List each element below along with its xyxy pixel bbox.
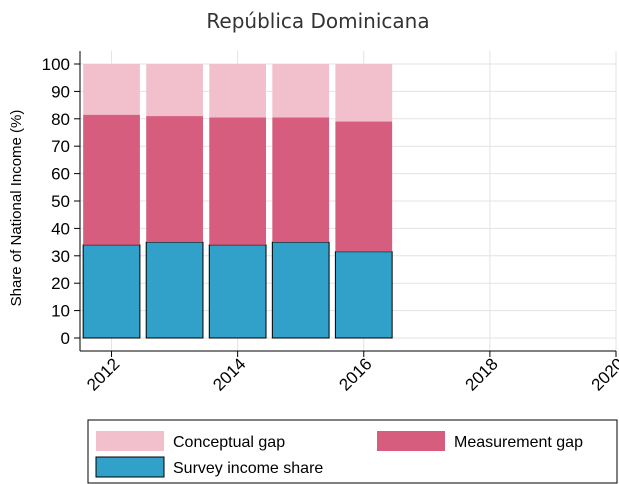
bar-segment-conceptual-gap-2014 [209,64,267,118]
bar-segment-measurement-gap-2015 [272,117,330,243]
bar-segment-conceptual-gap-2013 [146,64,203,117]
y-tick-label: 0 [61,329,70,348]
bar-segment-measurement-gap-2012 [83,114,140,245]
x-tick-label: 2014 [209,354,249,394]
legend-swatch-measurement-gap [377,431,445,451]
y-tick-label: 10 [51,302,70,321]
y-tick-label: 40 [51,219,70,238]
y-tick-label: 60 [51,165,70,184]
x-axis: 2012 2014 2016 2018 2020 [80,350,619,395]
bar-segment-conceptual-gap-2012 [83,64,140,115]
y-axis: 0 10 20 30 40 50 60 70 80 90 100 [42,51,81,351]
legend-swatch-conceptual-gap [96,431,164,451]
x-tick-label: 2012 [83,354,123,394]
legend-box [87,419,618,484]
legend-label-conceptual-gap: Conceptual gap [173,434,285,451]
y-axis-label: Share of National Income (%) [8,110,25,307]
legend-label-measurement-gap: Measurement gap [454,434,583,451]
bar-segment-conceptual-gap-2016 [335,64,393,122]
bar-segment-survey-income-share-2012 [82,244,141,339]
bar-segment-survey-income-share-2015 [271,241,330,339]
chart-title: República Dominicana [206,9,429,33]
legend-label-survey-income-share: Survey income share [173,460,323,477]
bar-segment-measurement-gap-2014 [209,117,267,245]
y-tick-label: 50 [51,192,70,211]
bar-segment-conceptual-gap-2015 [272,64,330,118]
bar-segment-survey-income-share-2016 [334,251,393,339]
y-tick-label: 30 [51,247,70,266]
legend: Conceptual gap Measurement gap Survey inco… [87,419,618,484]
bar-segment-survey-income-share-2014 [208,244,267,339]
x-tick-label: 2016 [335,354,375,394]
y-tick-label: 90 [51,82,70,101]
legend-swatch-survey-income-share [95,456,165,478]
bar-segment-measurement-gap-2016 [335,121,393,252]
y-tick-label: 20 [51,274,70,293]
bar-segment-survey-income-share-2013 [145,241,204,339]
x-tick-label: 2020 [588,354,619,394]
y-tick-label: 80 [51,110,70,129]
plot-area [82,64,393,339]
x-tick-label: 2018 [462,354,502,394]
y-tick-label: 70 [51,137,70,156]
bar-segment-measurement-gap-2013 [146,116,203,243]
y-tick-label: 100 [42,55,70,74]
